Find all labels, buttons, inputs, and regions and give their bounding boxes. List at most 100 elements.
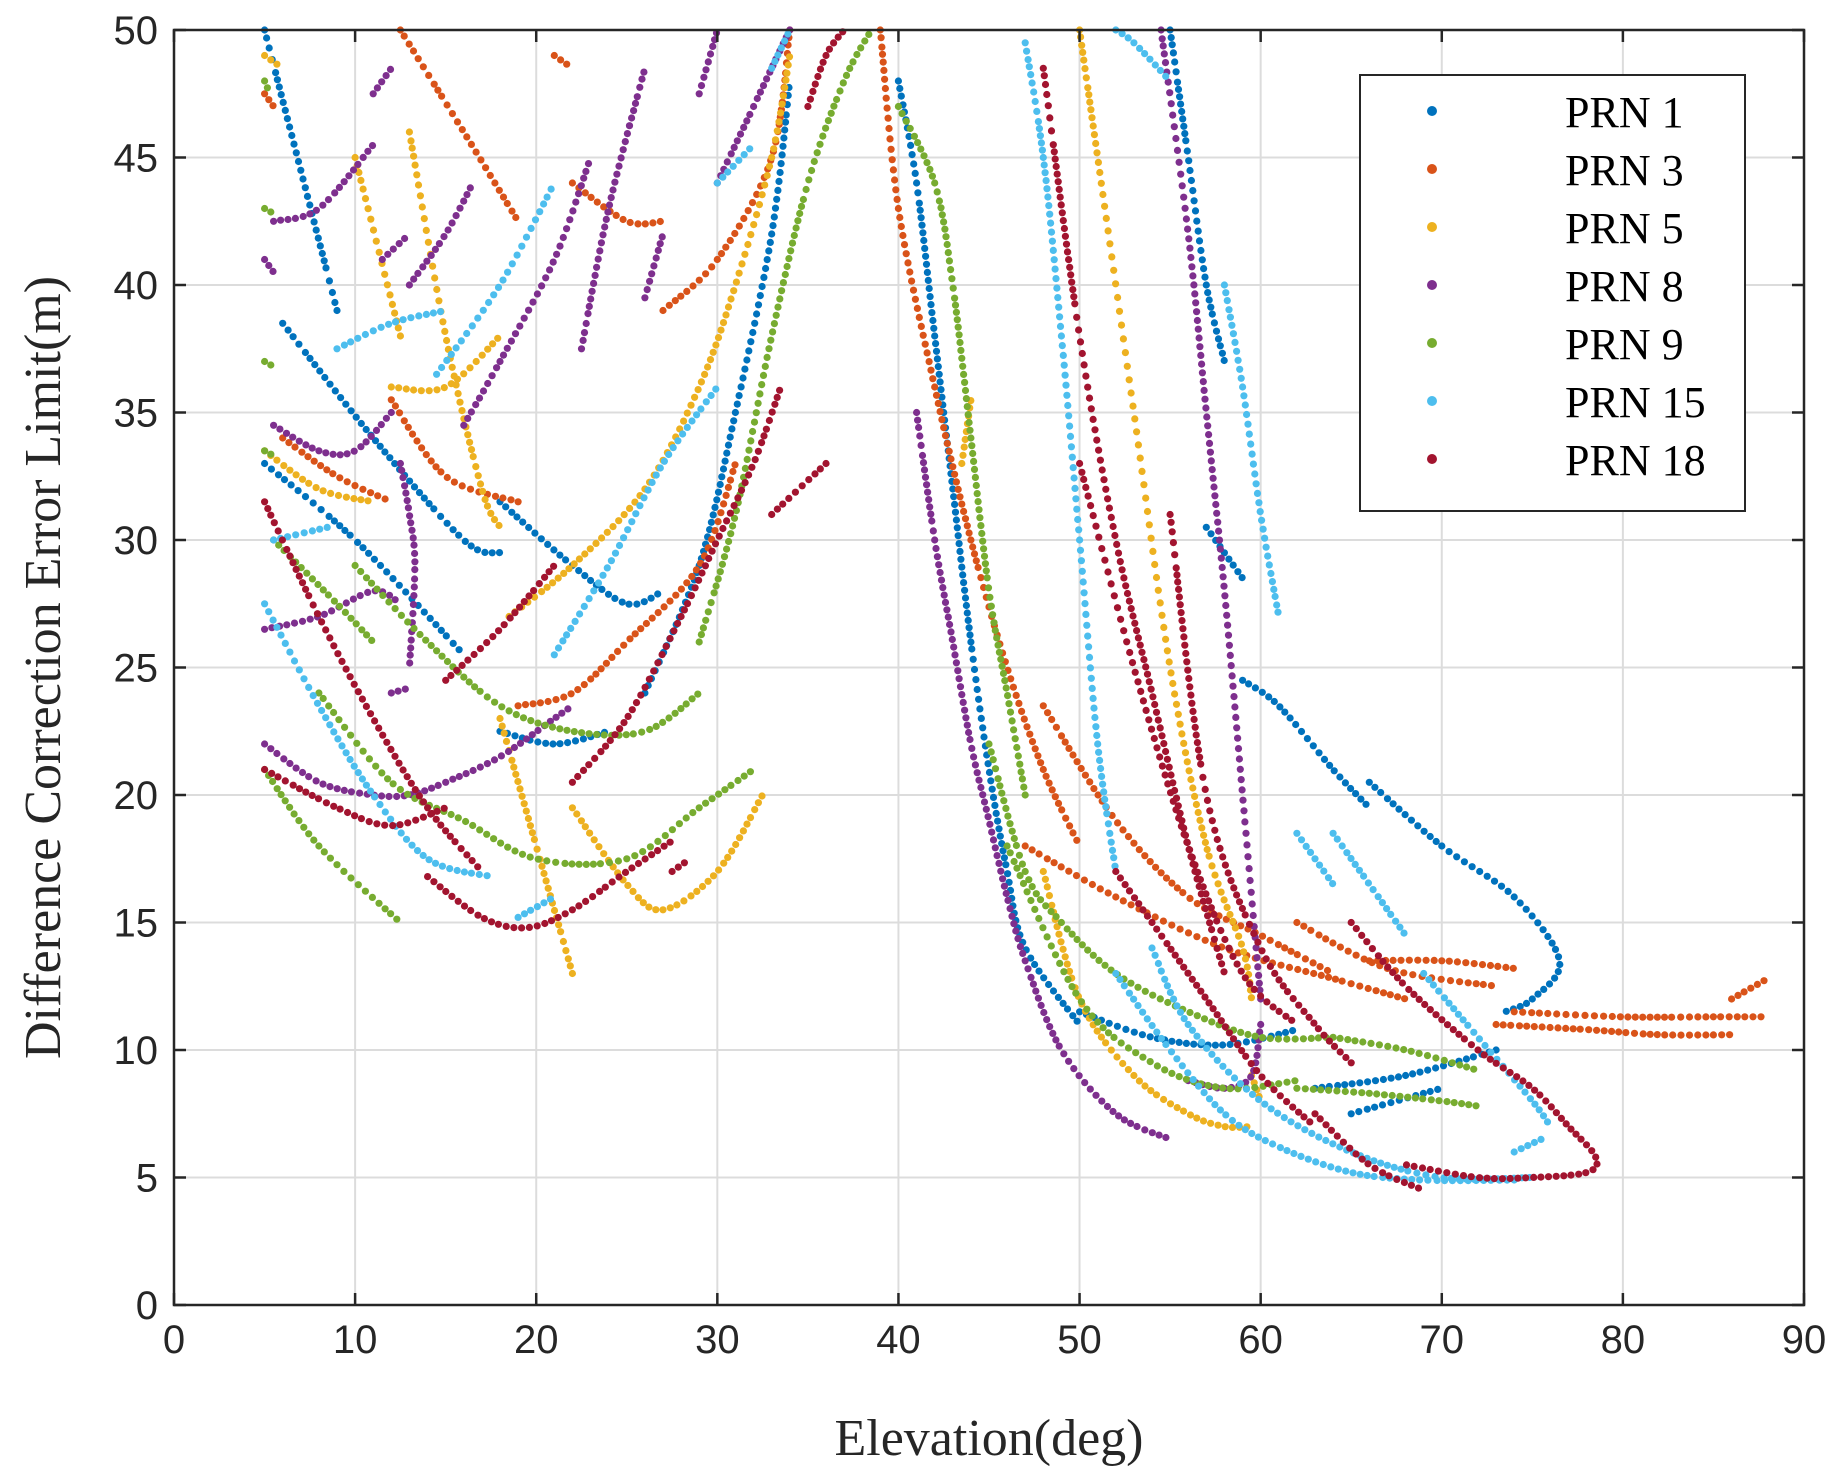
data-point bbox=[1125, 989, 1133, 997]
data-point bbox=[1050, 859, 1058, 867]
data-point bbox=[503, 199, 511, 208]
data-point bbox=[980, 798, 989, 806]
data-point bbox=[762, 425, 771, 433]
data-point bbox=[1534, 990, 1542, 998]
data-point bbox=[917, 322, 925, 330]
data-point bbox=[1159, 917, 1167, 925]
data-point bbox=[1733, 1013, 1741, 1021]
data-point bbox=[712, 341, 720, 349]
data-point bbox=[782, 76, 790, 84]
data-point bbox=[590, 587, 598, 595]
data-point bbox=[1073, 313, 1081, 321]
data-point bbox=[1243, 963, 1251, 971]
data-point bbox=[711, 540, 720, 548]
data-point bbox=[280, 755, 288, 763]
data-point bbox=[709, 42, 717, 51]
data-point bbox=[556, 551, 564, 559]
data-point bbox=[261, 447, 269, 455]
data-point bbox=[805, 176, 813, 184]
data-point bbox=[1247, 1060, 1255, 1068]
data-point bbox=[1175, 814, 1183, 822]
data-point bbox=[1347, 918, 1355, 927]
data-point bbox=[342, 599, 350, 607]
data-point bbox=[1459, 1016, 1467, 1024]
data-point bbox=[984, 760, 992, 768]
data-point bbox=[1010, 920, 1018, 928]
data-point bbox=[960, 370, 968, 378]
data-point bbox=[522, 735, 531, 743]
data-point bbox=[1205, 897, 1213, 905]
data-point bbox=[949, 284, 957, 292]
data-point bbox=[699, 624, 708, 632]
data-point bbox=[1071, 300, 1079, 308]
data-point bbox=[1076, 546, 1085, 554]
data-point bbox=[518, 792, 526, 800]
data-point bbox=[413, 437, 421, 445]
data-point bbox=[929, 316, 937, 325]
data-point bbox=[540, 869, 548, 878]
data-point bbox=[476, 687, 484, 695]
data-point bbox=[1058, 806, 1066, 814]
data-point bbox=[362, 702, 370, 711]
data-point bbox=[1470, 1028, 1478, 1036]
data-point bbox=[366, 710, 375, 718]
data-point bbox=[518, 850, 527, 858]
data-point bbox=[264, 505, 272, 513]
data-point bbox=[596, 887, 604, 896]
data-point bbox=[1289, 1103, 1297, 1111]
data-point bbox=[1306, 848, 1315, 857]
data-point bbox=[701, 562, 710, 570]
data-point bbox=[952, 516, 961, 524]
data-point bbox=[931, 383, 939, 391]
data-point bbox=[1026, 730, 1034, 738]
data-point bbox=[1582, 1169, 1590, 1177]
data-point bbox=[1481, 1041, 1489, 1050]
data-point bbox=[1241, 974, 1249, 982]
data-point bbox=[373, 585, 381, 593]
data-point bbox=[948, 275, 956, 283]
data-point bbox=[312, 484, 320, 492]
data-point bbox=[984, 813, 992, 821]
y-tick-label: 35 bbox=[114, 392, 159, 436]
data-point bbox=[351, 153, 359, 162]
data-point bbox=[526, 822, 535, 830]
data-point bbox=[1344, 947, 1352, 955]
data-point bbox=[1045, 980, 1053, 989]
data-point bbox=[1039, 153, 1047, 162]
data-point bbox=[1347, 854, 1355, 863]
data-point bbox=[1039, 702, 1047, 710]
data-point bbox=[1052, 275, 1060, 283]
data-point bbox=[944, 613, 952, 621]
data-point bbox=[1365, 778, 1373, 786]
data-point bbox=[1181, 749, 1190, 757]
data-point bbox=[713, 496, 721, 504]
data-point bbox=[972, 557, 980, 565]
data-point bbox=[1528, 912, 1536, 920]
data-point bbox=[952, 478, 961, 486]
data-point bbox=[466, 438, 474, 446]
data-point bbox=[595, 843, 603, 851]
data-point bbox=[1077, 764, 1085, 773]
data-point bbox=[1342, 1167, 1350, 1175]
data-point bbox=[968, 744, 976, 753]
data-point bbox=[1065, 1057, 1073, 1065]
data-point bbox=[336, 451, 344, 459]
data-point bbox=[1241, 955, 1250, 963]
data-point bbox=[659, 906, 667, 914]
data-point bbox=[894, 77, 903, 85]
data-point bbox=[1510, 1148, 1518, 1156]
data-point bbox=[1208, 466, 1216, 474]
data-point bbox=[694, 386, 702, 394]
data-point bbox=[1297, 727, 1306, 736]
data-point bbox=[1043, 933, 1051, 941]
data-point bbox=[1183, 758, 1191, 766]
data-point bbox=[1200, 831, 1208, 839]
data-point bbox=[407, 779, 415, 787]
data-point bbox=[384, 250, 392, 258]
data-point bbox=[584, 310, 592, 318]
data-point bbox=[409, 600, 417, 609]
data-point bbox=[581, 572, 589, 580]
data-point bbox=[1358, 1089, 1366, 1097]
data-point bbox=[1102, 803, 1110, 811]
data-point bbox=[315, 447, 323, 455]
